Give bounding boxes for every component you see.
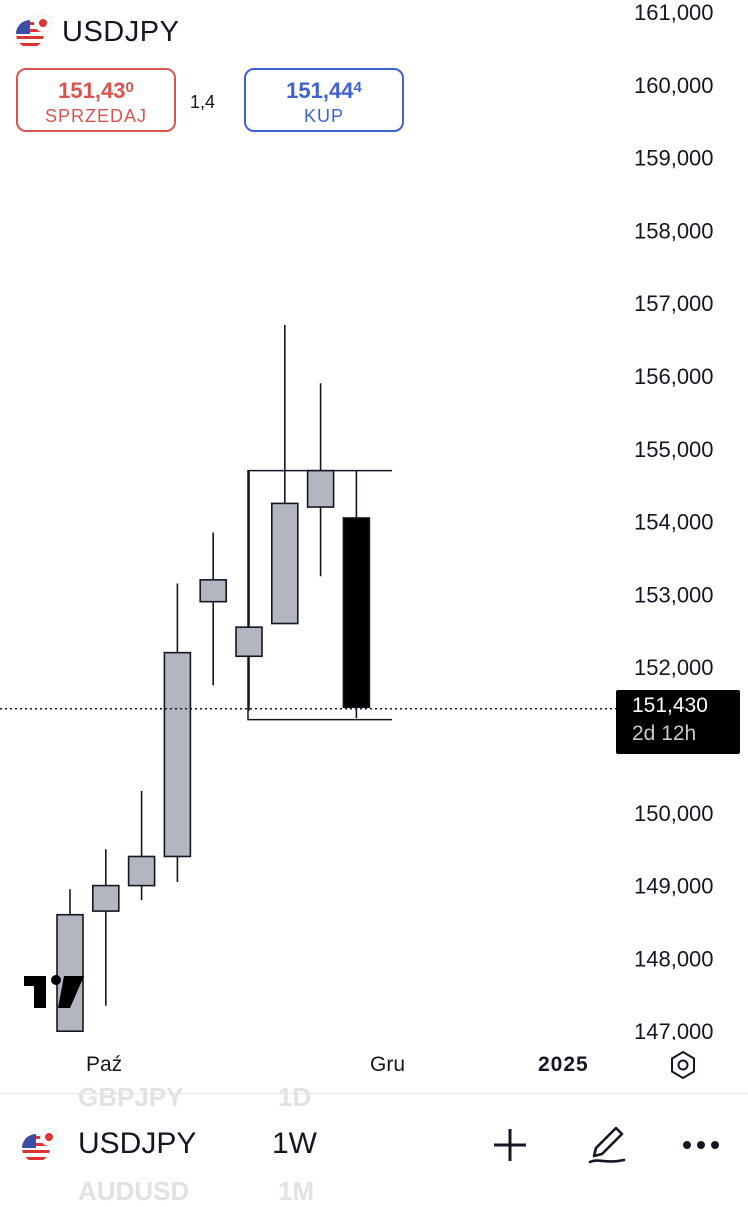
price-tick-label: 160,000 bbox=[634, 73, 714, 98]
ghost-tf-bottom: 1M bbox=[278, 1176, 315, 1206]
candles bbox=[56, 325, 371, 1032]
price-tick-label: 150,000 bbox=[634, 801, 714, 826]
buy-label: KUP bbox=[303, 106, 344, 126]
candle-body bbox=[199, 579, 227, 603]
current-price-value: 151,430 bbox=[632, 694, 708, 717]
price-tick-label: 153,000 bbox=[634, 582, 714, 607]
buy-price: 151,444 bbox=[286, 78, 362, 103]
price-tick-label: 158,000 bbox=[634, 218, 714, 243]
current-price-tag: 151,430 2d 12h bbox=[616, 690, 740, 754]
tradingview-logo-icon bbox=[24, 975, 84, 1008]
bottom-symbol-button[interactable]: USDJPY bbox=[78, 1127, 197, 1160]
spread-value: 1,4 bbox=[190, 92, 216, 112]
jp-flag-icon-bottom bbox=[40, 1128, 58, 1146]
pen-icon[interactable] bbox=[584, 1120, 630, 1171]
sell-price: 151,430 bbox=[58, 78, 134, 103]
price-tick-label: 152,000 bbox=[634, 655, 714, 680]
sell-button[interactable]: 151,430 SPRZEDAJ bbox=[16, 68, 176, 132]
hexagon-gear-icon[interactable] bbox=[668, 1050, 698, 1085]
candle-body bbox=[306, 469, 335, 508]
candle-body bbox=[127, 855, 156, 887]
candle-body bbox=[92, 884, 120, 912]
buy-button[interactable]: 151,444 KUP bbox=[244, 68, 404, 132]
price-tick-label: 148,000 bbox=[634, 946, 714, 971]
sell-label: SPRZEDAJ bbox=[44, 106, 148, 126]
price-tick-label: 157,000 bbox=[634, 291, 714, 316]
header-symbol[interactable]: USDJPY bbox=[62, 16, 180, 48]
candle-body bbox=[235, 626, 263, 658]
ghost-tf-top: 1D bbox=[278, 1082, 312, 1112]
bottom-toolbar bbox=[0, 1093, 748, 1190]
bar-countdown: 2d 12h bbox=[632, 722, 697, 745]
ghost-symbol-top: GBPJPY bbox=[78, 1082, 184, 1112]
timeframe-button[interactable]: 1W bbox=[272, 1127, 317, 1160]
candle-body bbox=[270, 502, 299, 625]
x-label-2025: 2025 bbox=[538, 1053, 589, 1076]
ghost-symbol-bottom: AUDUSD bbox=[78, 1176, 190, 1206]
price-tick-label: 149,000 bbox=[634, 874, 714, 899]
plus-icon[interactable] bbox=[490, 1125, 530, 1170]
price-tick-label: 154,000 bbox=[634, 510, 714, 535]
price-tick-label: 147,000 bbox=[634, 1019, 714, 1040]
price-tick-label: 159,000 bbox=[634, 146, 714, 171]
x-label-gru: Gru bbox=[370, 1053, 406, 1076]
candle-body bbox=[56, 913, 84, 1032]
price-tick-label: 156,000 bbox=[634, 364, 714, 389]
candle-body bbox=[163, 651, 192, 858]
x-label-paz: Paź bbox=[86, 1053, 123, 1076]
more-icon[interactable] bbox=[682, 1138, 722, 1156]
price-tick-label: 161,000 bbox=[634, 0, 714, 25]
candle-body bbox=[342, 517, 371, 709]
chart-area[interactable]: 161,000 160,000 159,000 158,000 157,000 156,0… bbox=[0, 0, 748, 1040]
jp-flag-icon bbox=[34, 14, 52, 32]
price-axis[interactable]: 161,000 160,000 159,000 158,000 157,000 156,0… bbox=[634, 0, 714, 1040]
price-tick-label: 155,000 bbox=[634, 437, 714, 462]
